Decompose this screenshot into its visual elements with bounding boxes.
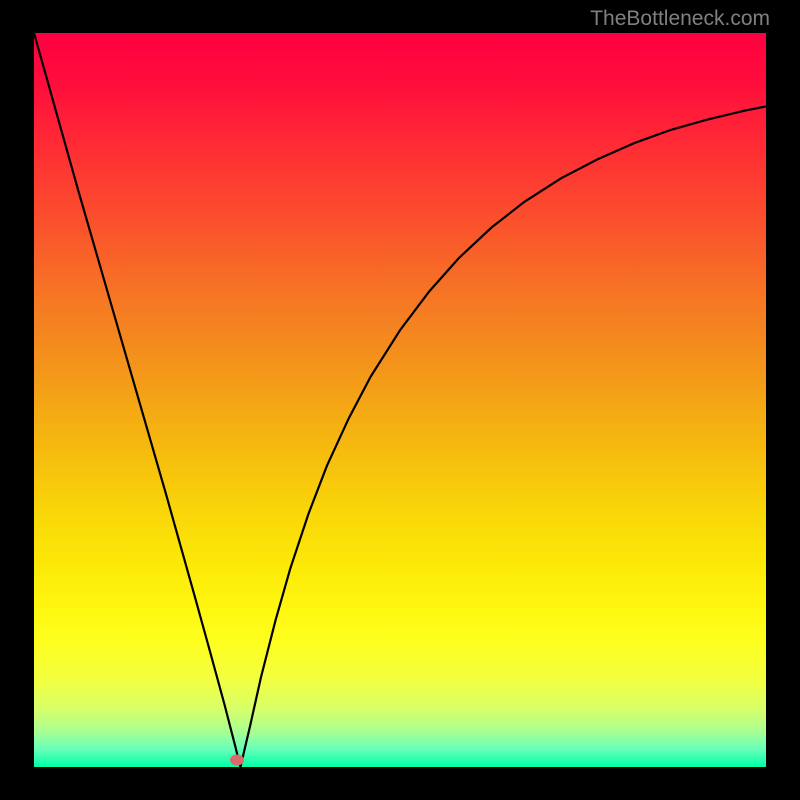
watermark-text: TheBottleneck.com [590, 7, 770, 31]
curve-path [34, 33, 766, 767]
bottleneck-curve [34, 33, 766, 767]
optimum-marker [230, 754, 244, 765]
plot-area [34, 33, 766, 767]
chart-container: TheBottleneck.com [0, 0, 800, 800]
